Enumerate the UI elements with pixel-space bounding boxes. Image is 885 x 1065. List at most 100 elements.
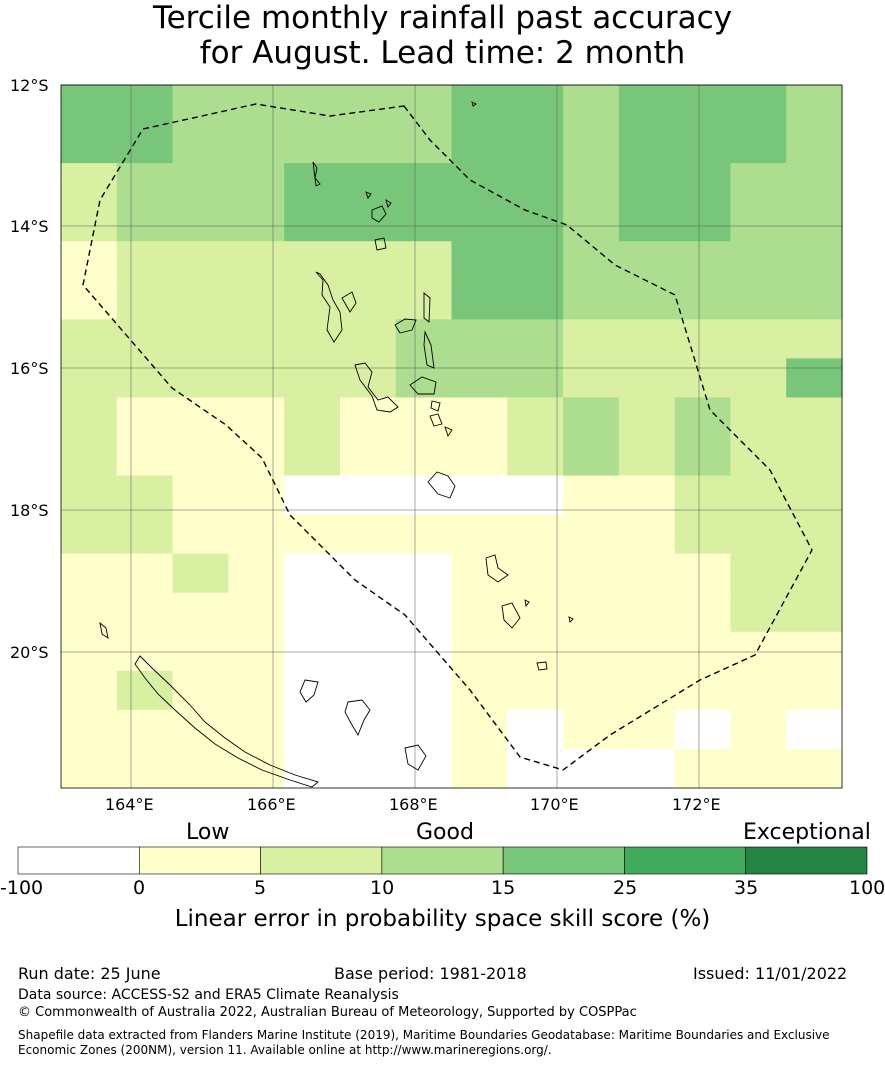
grid-cell [395, 319, 453, 359]
grid-cell [395, 709, 453, 750]
lon-label-170e: 170°E [530, 795, 579, 814]
grid-cell [674, 85, 732, 125]
grid-cell [786, 358, 843, 399]
grid-cell [172, 124, 229, 164]
chart-title-line-1: Tercile monthly rainfall past accuracy [152, 0, 733, 36]
grid-cell [563, 163, 620, 203]
grid-cell [563, 670, 620, 711]
grid-cell [507, 124, 564, 164]
grid-cell [228, 436, 285, 477]
grid-cell [507, 358, 564, 399]
grid-cell [730, 436, 787, 477]
grid-cell [563, 124, 620, 164]
island-loyalty-mare [404, 744, 427, 771]
grid-cell [339, 592, 397, 633]
grid-cell [618, 85, 676, 125]
grid-cell [61, 124, 118, 164]
island-efate [427, 471, 456, 499]
island-ouvea [299, 679, 319, 703]
grid-cell [228, 748, 285, 789]
cb-tick-35: 35 [734, 877, 759, 899]
grid-cell [61, 358, 118, 399]
grid-cell [451, 475, 508, 516]
grid-cell [339, 358, 397, 399]
grid-cell [61, 709, 118, 750]
grid-cell [395, 85, 453, 125]
grid-cell [284, 397, 341, 438]
base-period: Base period: 1981-2018 [334, 964, 527, 983]
grid-cell [284, 202, 341, 242]
grid-cell [116, 592, 174, 633]
grid-cell [618, 319, 676, 359]
grid-cell [228, 319, 285, 359]
grid-cell [172, 592, 229, 633]
grid-cell [730, 358, 787, 399]
grid-cell [563, 475, 620, 516]
lon-label-164e: 164°E [105, 795, 154, 814]
grid-cell [451, 709, 508, 750]
grid-cell [786, 280, 843, 320]
grid-cell [395, 748, 453, 789]
grid-cell [563, 397, 620, 438]
grid-cell [451, 631, 508, 672]
grid-cell [786, 163, 843, 203]
grid-cell [228, 241, 285, 281]
grid-cell [786, 319, 843, 359]
grid-cell [451, 202, 508, 242]
grid-cell [339, 709, 397, 750]
grid-cell [228, 592, 285, 633]
island-pentecost [423, 330, 435, 369]
island-vanua-lava [371, 205, 387, 223]
grid-cell [674, 475, 732, 516]
chart-title-line-2: for August. Lead time: 2 month [199, 35, 686, 71]
grid-cell [786, 553, 843, 594]
grid-cell [563, 85, 620, 125]
island-coastlines [99, 101, 574, 788]
map-frame [60, 84, 843, 789]
grid-cell [339, 163, 397, 203]
grid-cell [451, 514, 508, 555]
grid-cell [730, 241, 787, 281]
grid-cell [507, 397, 564, 438]
grid-cell [563, 709, 620, 750]
island-ambae [394, 318, 417, 334]
grid-cell [786, 475, 843, 516]
grid-cell [228, 553, 285, 594]
grid-cell [451, 436, 508, 477]
grid-cell [61, 670, 118, 711]
island-loyalty-lifou [344, 699, 371, 737]
grid-cell [228, 514, 285, 555]
cb-tick-neg100: -100 [0, 877, 44, 899]
grid-cell [284, 670, 341, 711]
island-aneityum [536, 661, 548, 671]
grid-cell [563, 592, 620, 633]
grid-cell [563, 631, 620, 672]
grid-cell [674, 202, 732, 242]
grid-cell [730, 514, 787, 555]
grid-cell [395, 475, 453, 516]
category-good: Good [416, 820, 474, 845]
grid-cell [730, 631, 787, 672]
island-maewo [423, 292, 431, 323]
island-belep [99, 621, 109, 639]
grid-cell [116, 475, 174, 516]
grid-cell [172, 670, 229, 711]
colorbar-segment [260, 846, 383, 875]
grid-cell [507, 241, 564, 281]
lon-label-166e: 166°E [247, 795, 296, 814]
grid-cell [507, 748, 564, 789]
grid-cell [61, 631, 118, 672]
grid-cell [172, 475, 229, 516]
grid-cell [507, 436, 564, 477]
island-malo [341, 291, 357, 313]
grid-cell [339, 85, 397, 125]
grid-cell [395, 163, 453, 203]
grid-cell [116, 163, 174, 203]
data-source: Data source: ACCESS-S2 and ERA5 Climate … [18, 987, 399, 1003]
grid-cell [339, 475, 397, 516]
grid-cell [674, 436, 732, 477]
grid-cell [395, 202, 453, 242]
grid-cell [116, 553, 174, 594]
grid-cell [61, 592, 118, 633]
grid-cell [618, 748, 676, 789]
